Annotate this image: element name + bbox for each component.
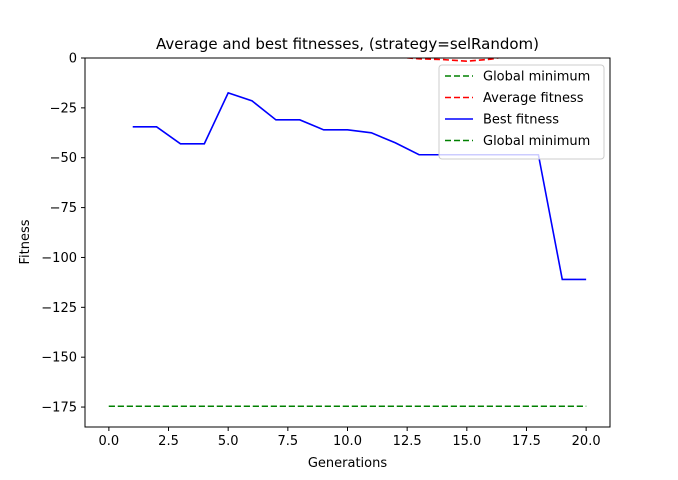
x-tick-label: 7.5 (277, 434, 298, 449)
x-axis-ticks: 0.0 2.5 5.0 7.5 10.0 12.5 15.0 17.5 20.0 (99, 427, 601, 449)
legend-label: Global minimum (483, 134, 590, 149)
x-tick-label: 5.0 (218, 434, 239, 449)
plot-frame (84, 57, 611, 428)
x-tick-label: 12.5 (393, 434, 422, 449)
x-tick-label: 15.0 (452, 434, 481, 449)
legend-label: Global minimum (483, 70, 590, 85)
x-tick-label: 2.5 (158, 434, 179, 449)
y-tick-label: −175 (41, 401, 77, 416)
x-axis-label: Generations (308, 456, 388, 471)
y-tick-label: −25 (50, 101, 77, 116)
x-tick-label: 0.0 (99, 434, 120, 449)
series-line-average-fitness (399, 58, 503, 62)
y-axis-label: Fitness (18, 219, 33, 264)
x-tick-label: 17.5 (512, 434, 541, 449)
x-tick-label: 10.0 (333, 434, 362, 449)
legend-label: Average fitness (483, 91, 584, 106)
y-tick-label: −100 (41, 251, 77, 266)
y-tick-label: −75 (50, 201, 77, 216)
y-tick-label: −50 (50, 151, 77, 166)
legend-box (438, 64, 605, 160)
x-tick-label: 20.0 (572, 434, 601, 449)
y-tick-label: 0 (69, 52, 77, 67)
chart-title: Average and best fitnesses, (strategy=se… (156, 35, 539, 53)
legend: Global minimum Average fitness Best fitnes… (438, 64, 605, 160)
y-tick-label: −150 (41, 351, 77, 366)
y-axis-ticks: 0 −25 −50 −75 −100 −125 −150 −175 (41, 52, 85, 416)
legend-label: Best fitness (483, 113, 559, 128)
y-tick-label: −125 (41, 301, 77, 316)
